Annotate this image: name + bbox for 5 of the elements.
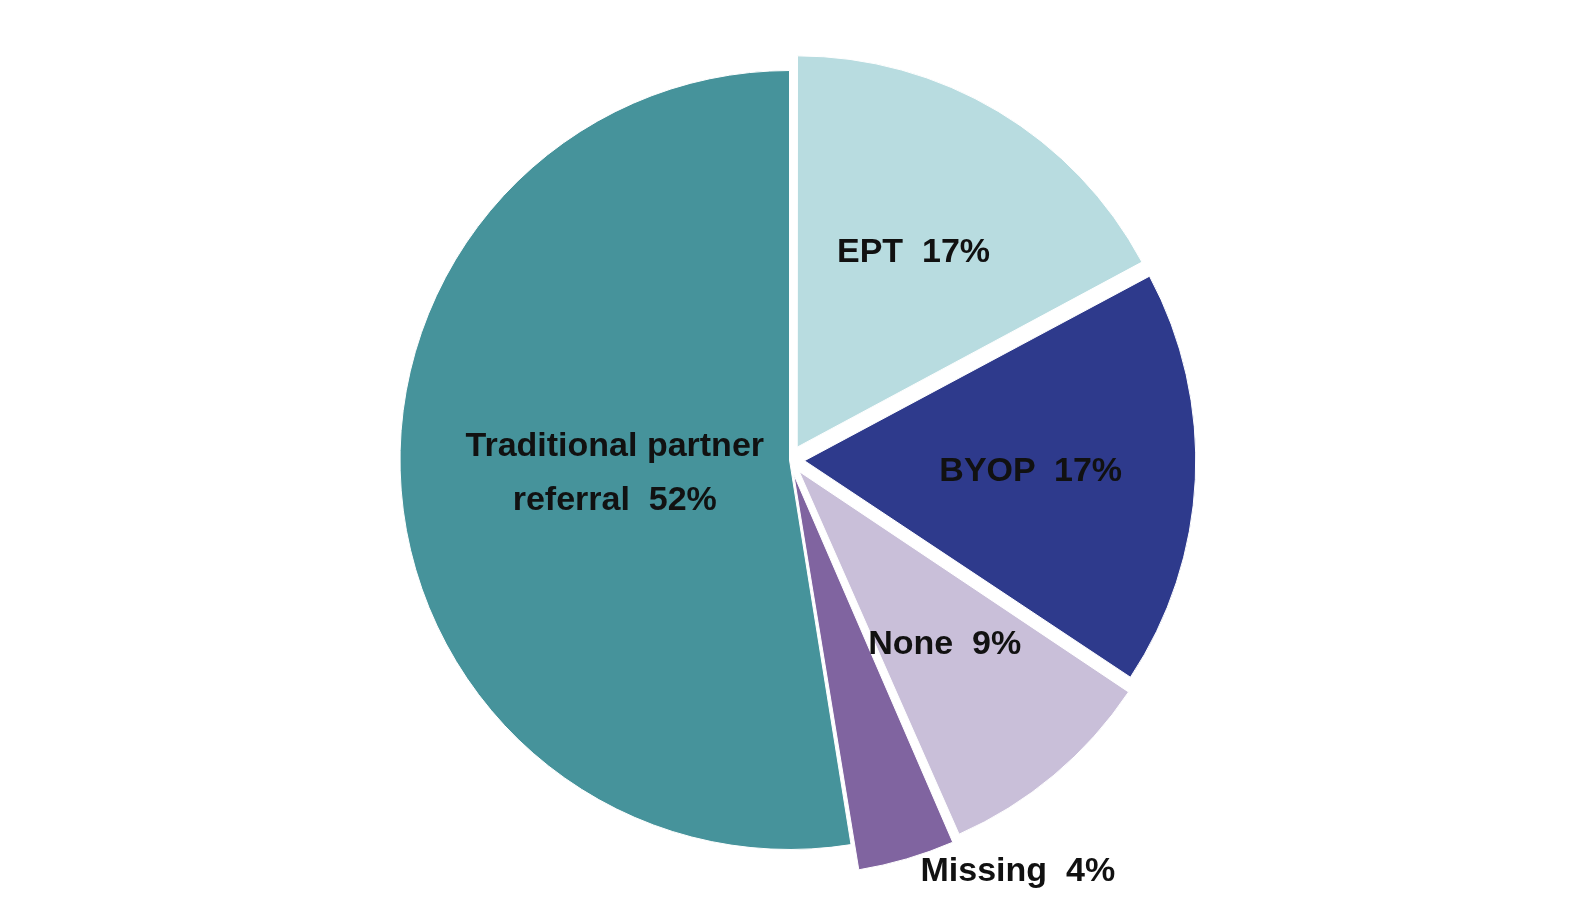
slice-label: BYOP 17% [939, 449, 1123, 488]
slice-label: Missing 4% [920, 850, 1116, 889]
slice-label: Traditional partner referral 52% [465, 425, 765, 518]
slice-label: EPT 17% [837, 231, 991, 270]
slice-label: None 9% [868, 623, 1022, 662]
